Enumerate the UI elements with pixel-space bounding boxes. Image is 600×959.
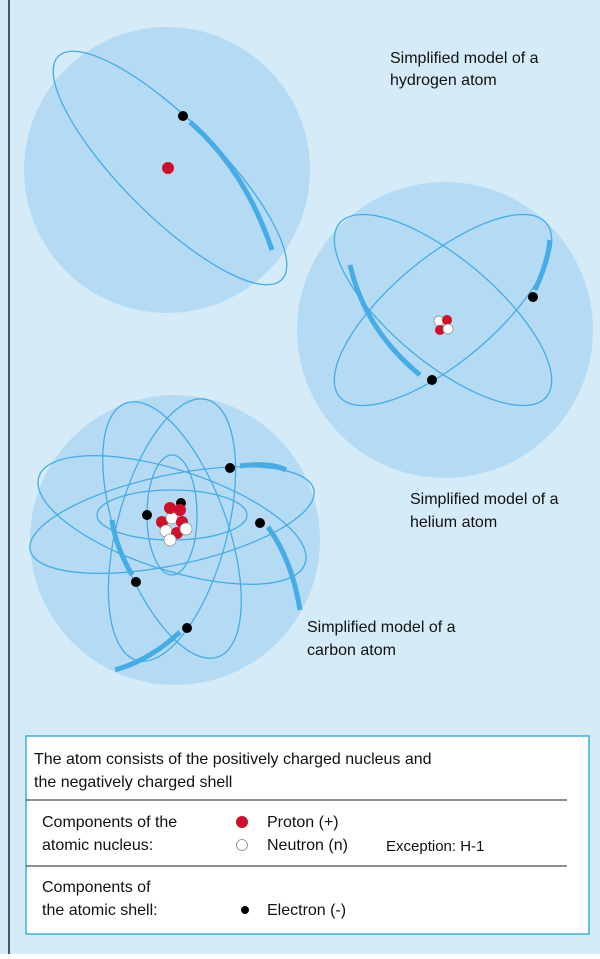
- nucleus-label: atomic nucleus:: [42, 837, 153, 854]
- exception-text: Exception: H-1: [386, 838, 484, 855]
- neutron: [442, 323, 454, 335]
- helium-atom: [297, 182, 593, 478]
- legend-summary: the negatively charged shell: [34, 774, 232, 791]
- electron: [142, 510, 152, 520]
- electron: [182, 623, 192, 633]
- orbit-highlight: [265, 525, 303, 611]
- carbon-label: carbon atom: [307, 642, 396, 659]
- orbit: [29, 465, 315, 575]
- proton-icon: [236, 816, 248, 828]
- orbit: [37, 455, 307, 585]
- proton: [442, 315, 452, 325]
- legend-summary: The atom consists of the positively char…: [34, 751, 432, 768]
- hydrogen-atom: [24, 27, 310, 313]
- electron-text: Electron (-): [267, 902, 346, 919]
- electron-icon: [241, 906, 249, 914]
- neutron: [179, 522, 193, 536]
- neutron-text: Neutron (n): [267, 837, 348, 854]
- orbit: [333, 213, 553, 407]
- hydrogen-label: hydrogen atom: [390, 72, 497, 89]
- electron: [255, 518, 265, 528]
- nucleus-label: Components of the: [42, 814, 177, 831]
- proton: [435, 325, 445, 335]
- carbon-nucleus: [156, 502, 193, 547]
- carbon-atom: [29, 395, 320, 685]
- electron: [225, 463, 235, 473]
- helium-label: Simplified model of a: [410, 491, 559, 508]
- orbit-highlight: [239, 462, 288, 473]
- carbon-label: Simplified model of a: [307, 619, 456, 636]
- legend-box: The atom consists of the positively char…: [25, 735, 590, 935]
- shell-label: the atomic shell:: [42, 902, 158, 919]
- helium-label: helium atom: [410, 514, 497, 531]
- proton-text: Proton (+): [267, 814, 339, 831]
- orbit-highlight: [347, 264, 422, 377]
- legend-frame: [25, 735, 590, 935]
- orbit-highlight: [188, 120, 275, 251]
- proton: [164, 502, 176, 514]
- neutron: [163, 533, 177, 547]
- proton: [162, 162, 174, 174]
- orbit-highlight: [532, 239, 553, 292]
- hydrogen-label: Simplified model of a: [390, 50, 539, 67]
- shell-label: Components of: [42, 879, 151, 896]
- orbit-highlight: [114, 630, 182, 673]
- electron: [528, 292, 538, 302]
- neutron-icon: [236, 839, 248, 851]
- orbit-highlight: [109, 519, 135, 577]
- electron: [131, 577, 141, 587]
- orbit: [333, 213, 553, 407]
- electron: [178, 111, 188, 121]
- electron: [427, 375, 437, 385]
- proton: [174, 504, 186, 516]
